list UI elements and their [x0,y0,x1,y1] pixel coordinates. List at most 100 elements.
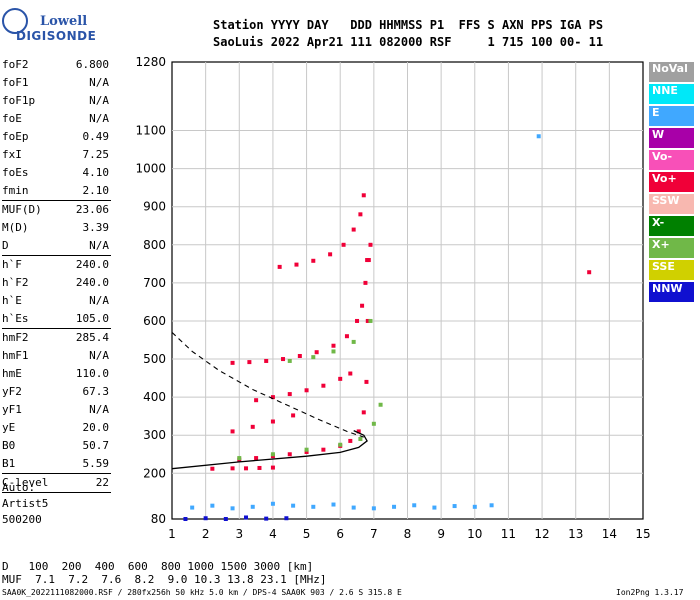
data-point [291,503,296,508]
param-value: N/A [89,94,109,107]
param-row: foEp 0.49 [2,128,109,146]
param-row: D N/A [2,237,109,255]
param-row: MUF(D) 23.06 [2,201,109,219]
profile-line-solid [171,430,368,470]
param-row: hmF1 N/A [2,347,109,365]
data-point [297,354,302,359]
param-row: h`F2 240.0 [2,274,109,292]
param-label: h`Es [2,312,29,325]
autoscaling-info: Auto: Artist5 500200 [2,480,48,528]
data-point [341,242,346,247]
param-value: 4.10 [82,166,110,179]
x-tick-label: 7 [370,527,378,541]
data-point [270,501,275,506]
data-point [254,456,259,461]
data-point [247,360,252,365]
logo-text-digisonde: DIGISONDE [16,29,97,43]
y-tick-label: 800 [143,238,166,252]
profile-line-dashed [171,331,364,438]
data-point [331,349,336,354]
x-tick-label: 6 [336,527,344,541]
data-point [311,504,316,509]
data-point [371,506,376,511]
y-tick-label: 1280 [135,55,166,69]
header-line-1: Station YYYY DAY DDD HHMMSS P1 FFS S AXN… [213,18,604,32]
data-point [277,264,282,269]
param-label: hmF2 [2,331,29,344]
legend-item: NoVal [649,62,694,82]
param-label: foEp [2,130,29,143]
digisonde-logo: Lowell DIGISONDE [2,4,96,48]
params-separator [2,473,111,474]
y-tick-label: 300 [143,428,166,442]
data-point [264,516,269,521]
param-label: hmF1 [2,349,29,362]
param-label: foF1 [2,76,29,89]
data-point [355,318,360,323]
param-row: yF2 67.3 [2,383,109,401]
param-value: 105.0 [75,312,109,325]
param-value: N/A [89,112,109,125]
footer-muf-row: MUF 7.1 7.2 7.6 8.2 9.0 10.3 13.8 23.1 [… [2,573,327,586]
data-point [351,339,356,344]
y-tick-label: 500 [143,352,166,366]
data-point [365,258,370,263]
param-value: N/A [89,239,109,252]
x-tick-label: 10 [467,527,482,541]
legend-item: SSE [649,260,694,280]
data-point [348,371,353,376]
param-row: C-level 22 [2,474,109,492]
data-point [452,504,457,509]
data-point [321,383,326,388]
y-tick-label: 600 [143,314,166,328]
data-point [281,357,286,362]
data-point [361,410,366,415]
x-tick-label: 13 [568,527,583,541]
data-point [364,379,369,384]
data-point [294,262,299,267]
data-point [257,465,262,470]
data-point [250,424,255,429]
data-point [358,437,363,442]
data-point [365,318,370,323]
params-separator [2,200,111,201]
param-label: D [2,239,9,252]
params-separator [2,492,111,493]
data-point [338,376,343,381]
x-tick-label: 15 [635,527,650,541]
param-label: M(D) [2,221,29,234]
data-point [270,452,275,457]
data-point [203,516,208,521]
y-tick-label: 80 [151,512,166,526]
param-value: 67.3 [82,385,110,398]
data-point [223,517,228,521]
auto-label: Auto: [2,481,36,494]
param-row: h`Es 105.0 [2,310,109,328]
param-row: foEs 4.10 [2,164,109,182]
params-separator [2,255,111,256]
data-point [183,517,188,521]
legend-item: W [649,128,694,148]
data-point [351,227,356,232]
data-point [244,515,249,520]
data-point [472,504,477,509]
data-point [412,503,417,508]
param-value: 20.0 [82,421,110,434]
x-tick-label: 1 [168,527,176,541]
data-point [230,506,235,511]
param-value: 5.59 [82,457,110,470]
data-point [361,193,366,198]
data-point [230,360,235,365]
y-tick-label: 700 [143,276,166,290]
data-point [244,466,249,471]
data-point [328,252,333,257]
logo-text-lowell: Lowell [40,14,88,29]
data-point [363,280,368,285]
data-point [321,447,326,452]
param-label: MUF(D) [2,203,42,216]
data-point [358,212,363,217]
param-row: hmF2 285.4 [2,329,109,347]
data-point [190,505,195,510]
param-label: h`F [2,258,22,271]
param-value: 110.0 [75,367,109,380]
